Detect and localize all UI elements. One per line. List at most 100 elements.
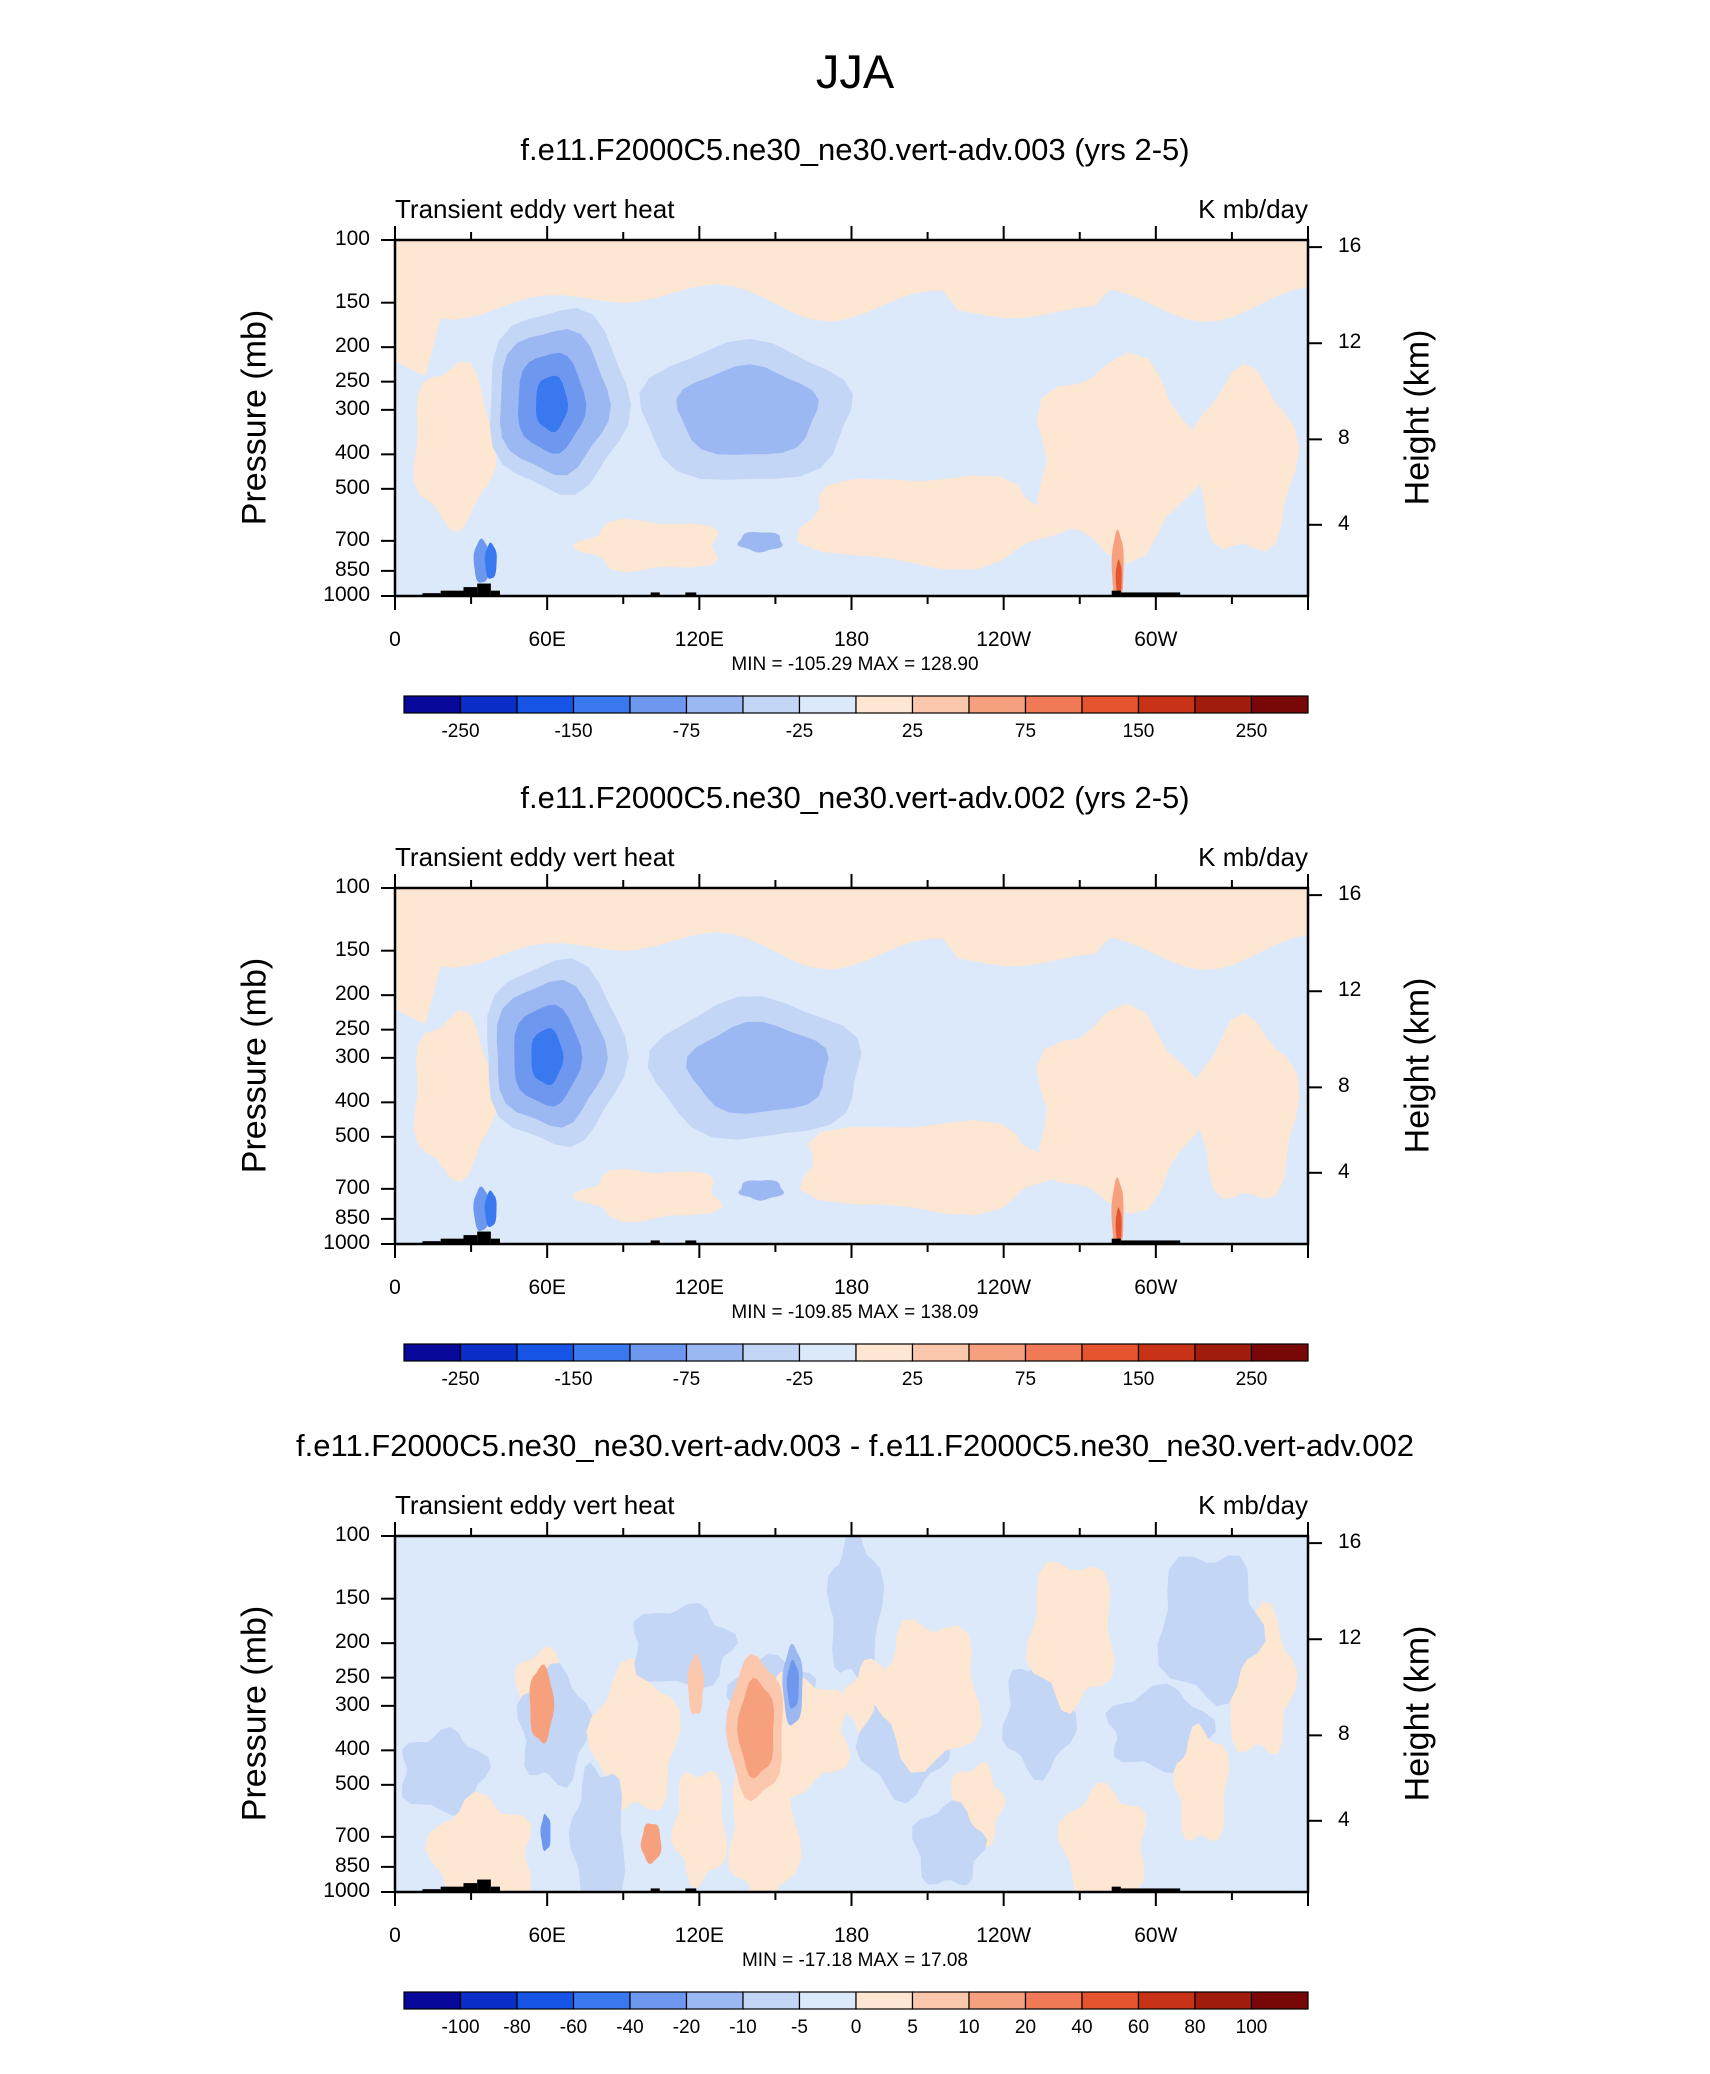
topography [490,590,500,596]
low-cold-feature [737,532,783,553]
field-2 [395,888,1308,1244]
colorbar-box [403,1991,462,2010]
y-tick-right-label: 4 [1338,511,1350,535]
colorbar-label: -5 [791,2017,808,2038]
figure-title: JJA [815,45,895,98]
colorbar-label: 25 [901,1369,924,1390]
x-tick-label: 180 [833,628,870,651]
y-tick-right-label: 12 [1338,1626,1362,1650]
y-tick-label: 500 [334,1771,370,1795]
x-tick-label: 120W [976,1276,1032,1299]
cold-core-peak [535,375,569,433]
colorbar-label: -25 [785,721,814,742]
y-tick-label: 100 [334,227,370,250]
topography [490,1886,500,1892]
colorbar-label: -60 [559,2017,588,2038]
anomaly-region [1025,1561,1116,1714]
y-tick-label: 100 [334,875,370,898]
topography [463,1883,478,1892]
x-tick-label: 120E [674,1276,724,1299]
panel-title: f.e11.F2000C5.ne30_ne30.vert-adv.003 - f… [296,1428,1414,1463]
y-axis-right-label: Height (km) [1398,1625,1437,1802]
colorbar-box [911,1991,970,2010]
lower-warm-region [413,361,497,532]
low-cold-feature [484,1190,497,1228]
lower-warm-region [1192,1012,1300,1200]
units-label: K mb/day [1198,194,1308,224]
colorbar-label: 20 [1014,2017,1037,2038]
anomaly-region [912,1800,988,1886]
topography [650,1240,660,1244]
x-tick-label: 120E [674,1924,724,1947]
panel-title: f.e11.F2000C5.ne30_ne30.vert-adv.002 (yr… [520,780,1190,815]
y-tick-right-label: 4 [1338,1159,1350,1183]
anomaly-region [401,1727,492,1816]
y-tick-label: 250 [334,1664,370,1688]
topography [650,1888,660,1892]
y-tick-right-label: 8 [1338,1722,1350,1746]
y-tick-label: 400 [334,1089,370,1113]
y-tick-label: 300 [334,396,370,420]
y-tick-label: 850 [334,1853,370,1877]
colorbar-label: -75 [672,721,701,742]
topography [422,593,441,596]
x-tick-label: 180 [833,1924,870,1947]
x-tick-label: 60W [1134,1924,1178,1947]
y-tick-label: 250 [334,1016,370,1040]
field-1 [395,240,1308,596]
colorbar-label: -80 [503,2017,531,2038]
y-tick-label: 150 [334,937,370,961]
y-tick-label: 400 [334,441,370,465]
lower-warm-region [572,1169,723,1223]
colorbar-box [685,1991,744,2010]
warm-plume-core [1115,1207,1122,1244]
colorbar-box [1081,1991,1140,2010]
negative-anomaly [540,1813,551,1852]
x-tick-label: 180 [833,1276,870,1299]
colorbar-label: -150 [554,1369,593,1390]
y-tick-label: 850 [334,1205,370,1229]
y-tick-right-label: 4 [1338,1807,1350,1831]
topography [1120,1888,1181,1892]
lower-warm-region [1036,1003,1207,1214]
upper-warm-region [395,240,1308,376]
y-tick-label: 300 [334,1044,370,1068]
colorbar-box [1137,1991,1196,2010]
colorbar-box [798,1991,857,2010]
topography [440,1238,464,1244]
y-tick-right-label: 16 [1338,1530,1362,1554]
colorbar-label: -20 [672,2017,701,2038]
y-tick-label: 200 [334,982,370,1006]
topography [1111,1238,1121,1244]
colorbar-box [1250,1991,1309,2010]
colorbar-label: -10 [729,2017,757,2038]
field-3 [395,1536,1308,1892]
topography [440,590,464,596]
y-tick-right-label: 16 [1338,882,1362,906]
y-tick-right-label: 8 [1338,1074,1350,1098]
colorbar-label: -100 [441,2017,480,2038]
x-tick-label: 60E [528,1276,566,1299]
y-tick-right-label: 8 [1338,426,1350,450]
topography [422,1241,441,1244]
topography [490,1238,500,1244]
x-tick-label: 60E [528,1924,566,1947]
x-tick-label: 120W [976,1924,1032,1947]
anomaly-region [670,1771,728,1890]
colorbar-label: 80 [1184,2017,1206,2038]
y-tick-label: 250 [334,368,370,392]
low-cold-feature [473,538,490,583]
colorbar-box [516,1991,575,2010]
field-name-label: Transient eddy vert heat [395,194,675,224]
y-tick-label: 700 [334,1823,370,1847]
topography [477,1231,491,1244]
topography [463,587,478,596]
units-label: K mb/day [1198,1490,1308,1520]
positive-anomaly-core [737,1677,774,1779]
colorbar-label: 40 [1071,2017,1093,2038]
colorbar-label: 5 [907,2017,918,2038]
colorbar-box [1024,1991,1083,2010]
y-tick-label: 500 [334,475,370,499]
min-max-label: MIN = -109.85 MAX = 138.09 [731,1302,979,1323]
